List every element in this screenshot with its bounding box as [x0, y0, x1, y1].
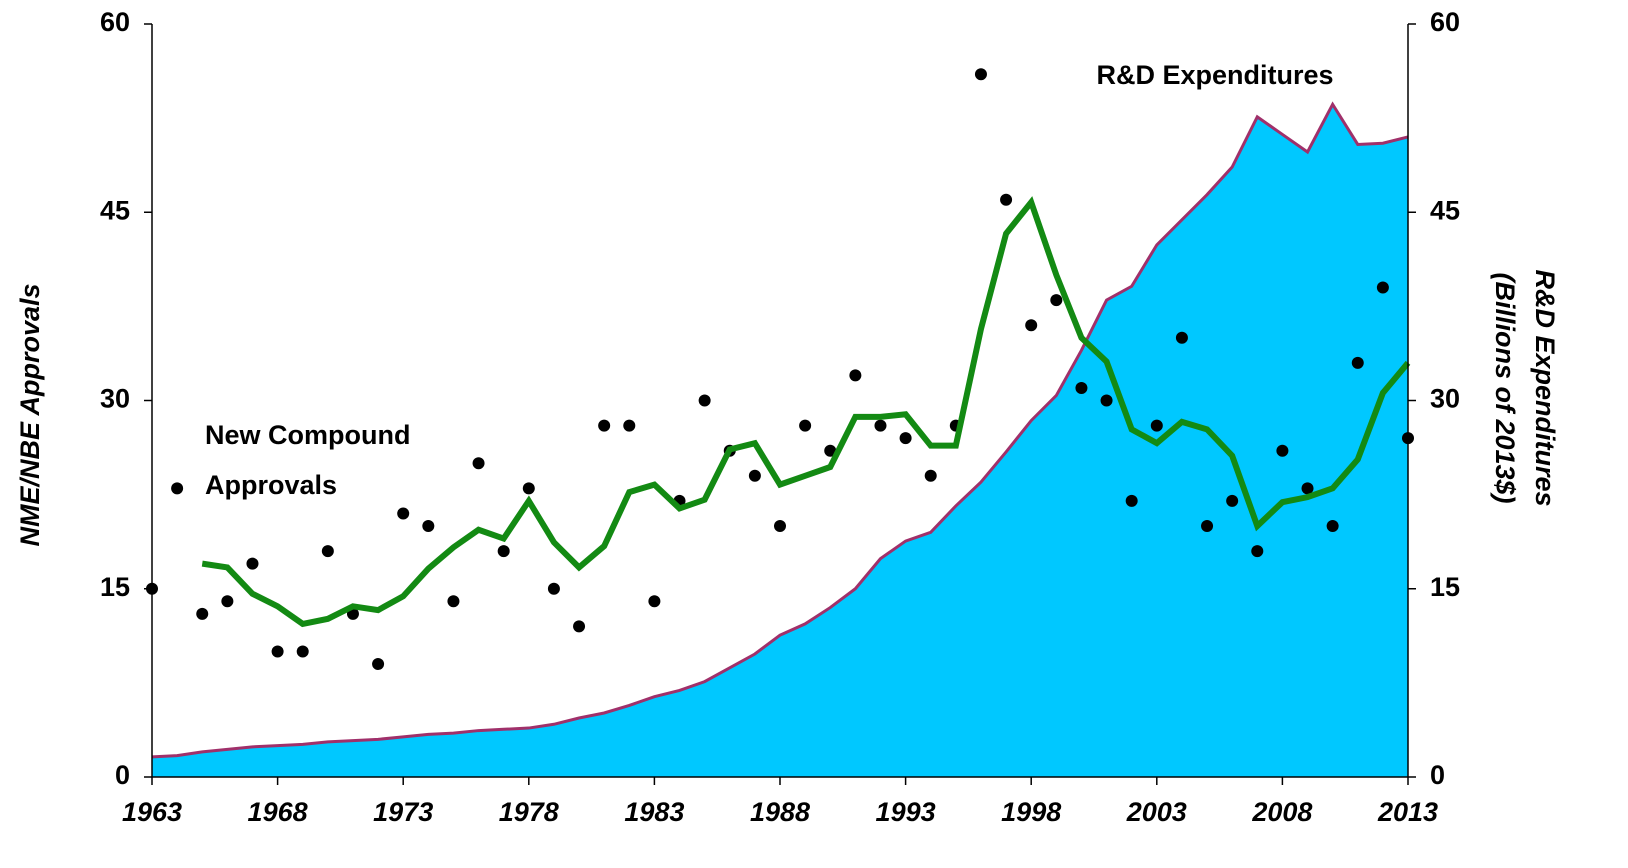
- point: [497, 545, 510, 558]
- x-tick-label: 1963: [122, 797, 182, 827]
- point: [698, 394, 711, 407]
- point: [974, 68, 987, 81]
- point: [1326, 520, 1339, 532]
- point: [1351, 356, 1364, 369]
- point: [372, 658, 385, 671]
- y-tick-label: 30: [100, 384, 130, 414]
- line: [201, 196, 1411, 628]
- point: [874, 419, 887, 432]
- annotation: R&D Expenditures: [1096, 60, 1333, 90]
- x-tick-label: 1988: [750, 797, 810, 827]
- point: [648, 595, 661, 608]
- x-tick-label: 1998: [1001, 797, 1061, 827]
- x-tick-label: 2003: [1126, 797, 1187, 827]
- point: [824, 444, 837, 457]
- y2-axis-label: (Billions of 2013$): [1490, 272, 1520, 503]
- y2-tick-label: 30: [1430, 384, 1460, 414]
- x-tick-label: 2008: [1251, 797, 1312, 827]
- point: [422, 520, 435, 532]
- point: [1050, 294, 1063, 307]
- point: [1376, 281, 1389, 294]
- x-tick-label: 1973: [373, 797, 433, 827]
- point: [221, 595, 234, 608]
- point: [1276, 444, 1289, 457]
- point: [1000, 193, 1013, 206]
- y2-tick-label: 15: [1430, 572, 1460, 602]
- x-tick-label: 2013: [1377, 797, 1438, 827]
- y2-axis-label: R&D Expenditures: [1530, 269, 1560, 506]
- y-tick-label: 45: [100, 195, 130, 225]
- point: [573, 620, 586, 633]
- annotation: New Compound: [205, 420, 410, 450]
- point: [547, 582, 560, 595]
- y-tick-label: 15: [100, 572, 130, 602]
- point: [472, 457, 485, 470]
- point: [1075, 381, 1088, 394]
- point: [598, 419, 611, 432]
- point: [171, 482, 184, 495]
- point: [296, 645, 309, 658]
- y2-tick-label: 45: [1430, 195, 1460, 225]
- area: [152, 104, 1408, 777]
- x-tick-label: 1983: [624, 797, 684, 827]
- point: [1150, 419, 1163, 432]
- point: [246, 557, 259, 570]
- point: [1100, 394, 1113, 407]
- y-tick-label: 60: [100, 7, 130, 37]
- annotation: Approvals: [205, 470, 337, 500]
- point: [196, 607, 209, 620]
- point: [271, 645, 284, 658]
- x-tick-label: 1993: [876, 797, 936, 827]
- point: [924, 469, 937, 482]
- point: [397, 507, 410, 520]
- point: [748, 469, 761, 482]
- x-tick-label: 1978: [499, 797, 559, 827]
- x-tick-label: 1968: [248, 797, 308, 827]
- point: [321, 545, 334, 558]
- point: [799, 419, 812, 432]
- point: [774, 520, 786, 532]
- y2-tick-label: 0: [1430, 760, 1445, 790]
- point: [1251, 545, 1264, 558]
- y2-tick-label: 60: [1430, 7, 1460, 37]
- point: [522, 482, 535, 495]
- y-tick-label: 0: [115, 760, 130, 790]
- point: [899, 432, 912, 445]
- point: [1025, 319, 1038, 332]
- point: [1301, 482, 1314, 495]
- point: [1125, 494, 1138, 507]
- point: [1175, 331, 1188, 344]
- y-axis-label: NME/NBE Approvals: [15, 283, 45, 546]
- point: [1226, 494, 1239, 507]
- point: [849, 369, 862, 382]
- point: [623, 419, 636, 432]
- point: [447, 595, 460, 608]
- point: [1201, 520, 1214, 532]
- area-outline: [151, 101, 1409, 759]
